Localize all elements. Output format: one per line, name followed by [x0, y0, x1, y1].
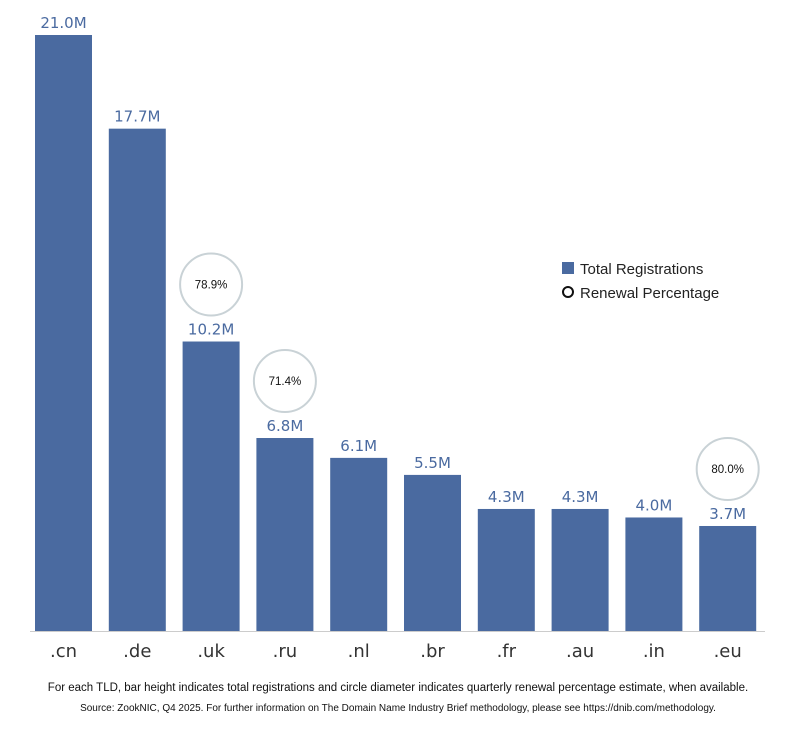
category-label-uk: .uk [197, 641, 225, 662]
bar-value-label-uk: 10.2M [188, 321, 234, 339]
category-label-cn: .cn [50, 641, 77, 662]
category-label-br: .br [420, 641, 445, 662]
bar-fr [477, 508, 535, 631]
bar-ru [256, 438, 314, 631]
bar-value-label-de: 17.7M [114, 108, 160, 126]
bar-br [404, 474, 461, 631]
renewal-circle-uk [179, 252, 244, 317]
bars-group [35, 35, 757, 631]
category-label-de: .de [123, 641, 151, 662]
renewal-circles: 78.9% 71.4% 80.0% [179, 252, 760, 501]
bar-eu [699, 525, 757, 631]
bar-value-label-in: 4.0M [636, 496, 673, 514]
category-label-au: .au [566, 641, 594, 662]
bar-value-label-cn: 21.0M [40, 14, 86, 32]
bar-au [551, 508, 609, 631]
category-label-in: .in [643, 641, 665, 662]
bar-chart: 21.0M 17.7M 10.2M 6.8M 6.1M 5.5M 4.3M 4.3M 4.0M 3… [30, 14, 765, 662]
bar-value-label-br: 5.5M [414, 454, 451, 472]
bar-value-labels: 21.0M 17.7M 10.2M 6.8M 6.1M 5.5M 4.3M 4.3M 4.0M 3… [40, 14, 746, 523]
category-label-fr: .fr [497, 641, 517, 662]
bar-value-label-fr: 4.3M [488, 488, 525, 506]
category-label-eu: .eu [714, 641, 742, 662]
bar-value-label-eu: 3.7M [709, 505, 746, 523]
legend: Total Registrations Renewal Percentage [562, 261, 719, 302]
bar-value-label-nl: 6.1M [340, 437, 377, 455]
category-labels: .cn .de .uk .ru .nl .br .fr .au .in .eu [50, 641, 742, 662]
renewal-label-eu: 80.0% [711, 464, 744, 476]
footnote-source: Source: ZookNIC, Q4 2025. For further in… [80, 703, 716, 714]
renewal-label-uk: 78.9% [195, 280, 228, 292]
legend-swatch-renewal [562, 286, 574, 298]
legend-label-registrations: Total Registrations [580, 261, 703, 278]
renewal-label-ru: 71.4% [269, 376, 302, 388]
bar-value-label-au: 4.3M [562, 488, 599, 506]
category-label-ru: .ru [273, 641, 298, 662]
bar-cn [35, 35, 92, 631]
bar-uk [182, 341, 240, 631]
bar-de [108, 128, 166, 631]
legend-swatch-registrations [562, 262, 574, 274]
renewal-circle-eu [695, 436, 760, 501]
category-label-nl: .nl [348, 641, 370, 662]
footnote-description: For each TLD, bar height indicates total… [47, 682, 749, 694]
bar-in [625, 517, 683, 631]
bar-value-label-ru: 6.8M [267, 417, 304, 435]
bar-nl [330, 457, 388, 631]
renewal-circle-ru [252, 349, 317, 414]
legend-label-renewal: Renewal Percentage [580, 285, 719, 302]
